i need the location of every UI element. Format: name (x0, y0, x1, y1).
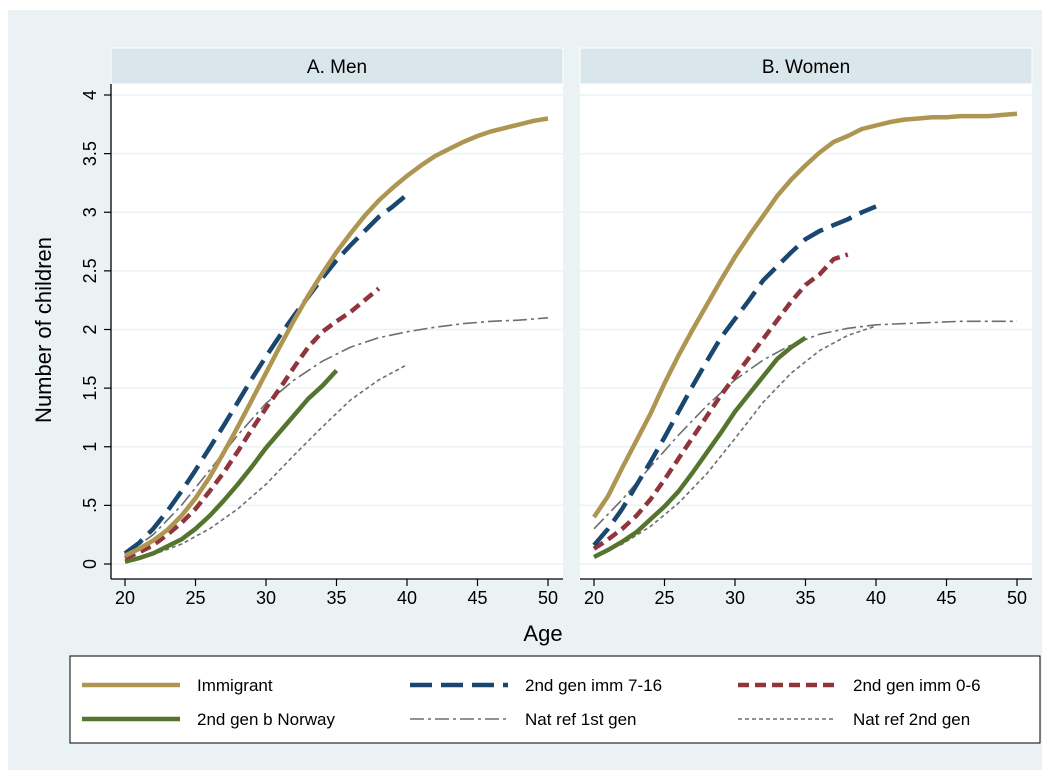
x-tick-label: 30 (256, 588, 276, 608)
x-ticks-men: 20 25 30 35 40 45 50 (115, 579, 558, 608)
panel-title-men: A. Men (307, 57, 367, 78)
y-tick-label: 1 (80, 442, 100, 452)
legend-label: Immigrant (197, 676, 273, 695)
y-tick-label: 3.5 (80, 141, 100, 166)
x-tick-label: 40 (866, 588, 886, 608)
series-lines-women (592, 111, 1018, 560)
gridlines-women (580, 94, 1032, 565)
panel-title-women: B. Women (762, 57, 850, 78)
series-line-imm-7-16 (592, 204, 877, 547)
x-tick-label: 25 (185, 588, 205, 608)
legend-label: 2nd gen imm 0-6 (853, 676, 981, 695)
series-line-born-norway (592, 335, 807, 560)
series-line-nat-ref-1st (124, 317, 549, 556)
series-lines-men (123, 116, 549, 564)
x-ticks-women: 20 25 30 35 40 45 50 (584, 579, 1027, 608)
y-tick-label: 0 (80, 559, 100, 569)
series-line-imm-7-16 (123, 192, 409, 556)
legend-label: Nat ref 2nd gen (853, 710, 970, 729)
x-tick-label: 35 (795, 588, 815, 608)
x-tick-label: 40 (397, 588, 417, 608)
x-axis-title: Age (523, 621, 562, 646)
plot-area-men (111, 84, 563, 579)
x-tick-label: 20 (115, 588, 135, 608)
series-line-immigrant (592, 111, 1018, 519)
series-line-nat-ref-2nd (593, 325, 877, 557)
y-tick-label: 4 (80, 90, 100, 100)
series-line-born-norway (124, 368, 339, 564)
legend: Immigrant 2nd gen imm 7-16 2nd gen imm 0-6… (82, 676, 981, 729)
legend-box (69, 655, 1041, 744)
series-line-immigrant (123, 116, 549, 558)
x-tick-label: 30 (725, 588, 745, 608)
x-tick-label: 35 (326, 588, 346, 608)
x-tick-label: 45 (467, 588, 487, 608)
y-tick-label: 1.5 (80, 376, 100, 401)
series-line-imm-0-6 (592, 252, 849, 551)
x-tick-label: 50 (538, 588, 558, 608)
x-tick-label: 25 (654, 588, 674, 608)
legend-label: 2nd gen imm 7-16 (525, 676, 662, 695)
panel-men: A. Men 20 25 30 35 40 45 50 0 .5 1 1.5 2 2.5 3 3.5 4 (80, 47, 564, 608)
y-tick-label: .5 (80, 498, 100, 513)
x-tick-label: 20 (584, 588, 604, 608)
y-axis-title: Number of children (31, 237, 56, 423)
y-tick-label: 2 (80, 324, 100, 334)
y-tick-label: 3 (80, 207, 100, 217)
legend-label: 2nd gen b Norway (197, 710, 335, 729)
panel-women: B. Women 20 25 30 35 40 45 50 (579, 47, 1033, 608)
series-line-nat-ref-2nd (124, 363, 408, 563)
y-tick-label: 2.5 (80, 258, 100, 283)
y-ticks: 0 .5 1 1.5 2 2.5 3 3.5 4 (80, 90, 111, 569)
gridlines-men (111, 94, 563, 565)
legend-label: Nat ref 1st gen (525, 710, 637, 729)
x-tick-label: 45 (936, 588, 956, 608)
x-tick-label: 50 (1007, 588, 1027, 608)
